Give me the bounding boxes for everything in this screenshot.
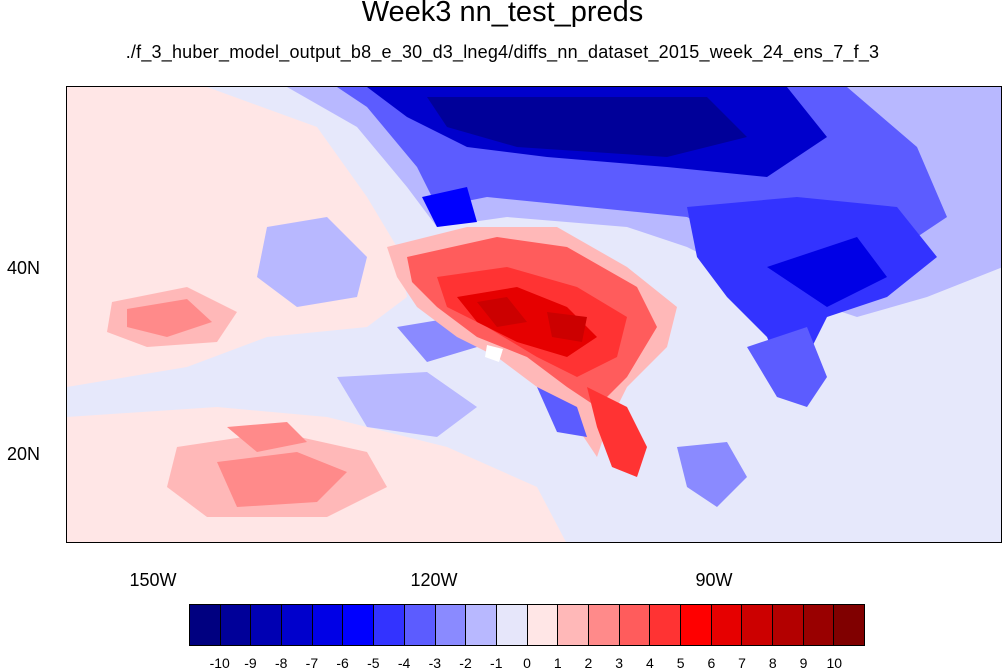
colorbar-cell bbox=[742, 605, 774, 645]
colorbar-tick-label: 9 bbox=[799, 655, 808, 671]
colorbar-tick-label: 0 bbox=[523, 655, 531, 671]
colorbar-cell bbox=[834, 605, 865, 645]
colorbar-cell bbox=[773, 605, 804, 645]
colorbar-tick-label: 1 bbox=[553, 655, 562, 671]
colorbar bbox=[189, 604, 865, 646]
lon-label-90w: 90W bbox=[695, 570, 733, 590]
colorbar-cell bbox=[251, 605, 283, 645]
lat-label-40n: 40N bbox=[6, 258, 40, 278]
colorbar-tick-label: -8 bbox=[274, 655, 288, 671]
colorbar-tick-label: -1 bbox=[490, 655, 503, 671]
colorbar-tick-label: -6 bbox=[336, 655, 349, 671]
colorbar-tick-label: 4 bbox=[646, 655, 654, 671]
plot-title: Week3 nn_test_preds bbox=[361, 0, 644, 28]
colorbar-cell bbox=[681, 605, 712, 645]
colorbar-cell bbox=[282, 605, 313, 645]
map-panel bbox=[66, 86, 1002, 543]
colorbar-tick-label: -9 bbox=[244, 655, 257, 671]
colorbar-cell bbox=[650, 605, 681, 645]
colorbar-cell bbox=[190, 605, 221, 645]
colorbar-tick-label: 2 bbox=[584, 655, 593, 671]
colorbar-cell bbox=[496, 605, 528, 645]
colorbar-tick-label: -2 bbox=[459, 655, 472, 671]
anomaly-field bbox=[67, 87, 1001, 542]
colorbar-cell bbox=[803, 605, 835, 645]
colorbar-cell bbox=[220, 605, 252, 645]
colorbar-tick-label: 8 bbox=[768, 655, 777, 671]
colorbar-tick-label: 10 bbox=[826, 655, 843, 671]
lon-label-120w: 120W bbox=[410, 570, 458, 590]
colorbar-tick-label: -3 bbox=[428, 655, 442, 671]
colorbar-cell bbox=[588, 605, 620, 645]
colorbar-tick-label: 6 bbox=[707, 655, 716, 671]
colorbar-tick-label: 7 bbox=[738, 655, 746, 671]
lat-label-20n: 20N bbox=[6, 444, 40, 464]
colorbar-tick-label: -5 bbox=[367, 655, 380, 671]
colorbar-cell bbox=[711, 605, 743, 645]
lon-label-150w: 150W bbox=[129, 570, 177, 590]
colorbar-cell bbox=[558, 605, 589, 645]
colorbar-tick-label: -7 bbox=[305, 655, 319, 671]
colorbar-tick-label: -4 bbox=[397, 655, 411, 671]
colorbar-cell bbox=[404, 605, 436, 645]
colorbar-cell bbox=[374, 605, 405, 645]
colorbar-cell bbox=[435, 605, 467, 645]
colorbar-cell bbox=[312, 605, 344, 645]
colorbar-cell bbox=[343, 605, 375, 645]
colorbar-tick-label: -10 bbox=[209, 655, 230, 671]
colorbar-tick-label: 3 bbox=[615, 655, 624, 671]
colorbar-cell bbox=[527, 605, 559, 645]
colorbar-cell bbox=[619, 605, 651, 645]
colorbar-cell bbox=[466, 605, 497, 645]
plot-subtitle: ./f_3_huber_model_output_b8_e_30_d3_lneg… bbox=[125, 42, 880, 62]
colorbar-tick-label: 5 bbox=[676, 655, 685, 671]
